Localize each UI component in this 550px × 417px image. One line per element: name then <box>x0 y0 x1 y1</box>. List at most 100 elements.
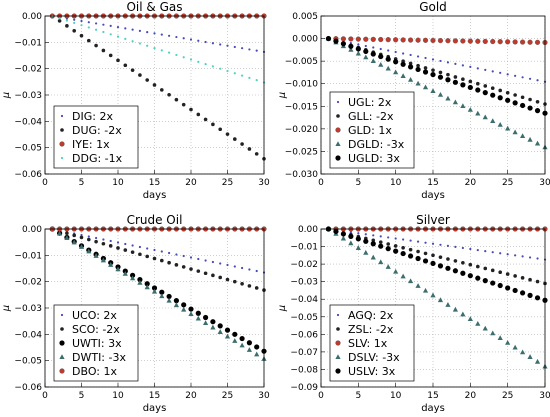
data-point <box>476 81 480 86</box>
x-tick-label: 10 <box>112 391 124 401</box>
data-point <box>93 253 99 258</box>
data-point <box>378 36 384 43</box>
data-point <box>505 285 511 291</box>
legend-label: UGLD: 3x <box>348 152 400 165</box>
y-tick-label: 0.000 <box>292 35 318 45</box>
panel-gold: 0 5 10 15 20 25 30 0.005 0.000 −0.005 −0.010 −0.015… <box>277 0 550 201</box>
legend-label: DSLV: -3x <box>348 351 400 364</box>
data-point <box>197 39 200 42</box>
data-point <box>528 97 532 102</box>
legend-marker <box>59 354 65 359</box>
data-point <box>469 65 472 68</box>
data-point <box>393 268 399 274</box>
x-tick-label: 0 <box>42 178 48 188</box>
data-point <box>64 235 70 240</box>
data-point <box>453 259 458 263</box>
data-point <box>325 35 332 42</box>
y-tick-label: −0.01 <box>290 243 318 253</box>
data-point <box>138 252 142 257</box>
y-tick-label: −0.05 <box>14 144 42 154</box>
data-point <box>355 46 361 52</box>
data-point <box>445 265 451 271</box>
plot-frame <box>320 228 546 388</box>
legend-label: DBO: 1x <box>72 365 117 378</box>
panel-silver: 0 5 10 15 20 25 30 0.00 −0.01 −0.02 −0.03 −0.04 −0.0… <box>277 213 550 414</box>
y-tick-label: −0.05 <box>14 357 42 367</box>
legend-marker <box>59 340 65 346</box>
data-point <box>203 320 209 326</box>
data-point <box>527 136 533 142</box>
series-dwti <box>49 226 267 361</box>
data-point <box>461 64 464 67</box>
data-point <box>408 278 414 284</box>
y-tick-label: −0.030 <box>285 170 319 180</box>
data-point <box>402 238 405 241</box>
data-point <box>116 26 120 29</box>
data-point <box>438 255 443 259</box>
data-point <box>210 319 216 325</box>
data-point <box>130 275 136 281</box>
y-tick-label: −0.03 <box>14 304 42 314</box>
data-point <box>80 19 83 23</box>
data-point <box>86 248 92 254</box>
data-point <box>130 250 135 254</box>
data-point <box>408 61 413 66</box>
data-point <box>340 231 346 237</box>
data-point <box>239 342 245 348</box>
y-axis-label: μ <box>277 92 288 99</box>
data-point <box>445 77 451 83</box>
data-point <box>385 56 391 62</box>
y-tick-label: −0.06 <box>14 170 42 180</box>
data-point <box>211 65 214 68</box>
y-tick-label: −0.08 <box>290 365 318 375</box>
data-point <box>475 38 481 44</box>
data-point <box>534 108 541 114</box>
data-point <box>175 35 178 39</box>
y-tick-label: −0.02 <box>290 260 318 270</box>
data-point <box>102 238 105 241</box>
data-point <box>160 49 163 52</box>
data-point <box>79 33 84 38</box>
data-point <box>144 284 150 290</box>
data-point <box>239 335 245 342</box>
data-point <box>181 265 186 269</box>
data-point <box>153 32 156 35</box>
data-point <box>195 315 201 321</box>
data-point <box>233 45 236 49</box>
data-point <box>203 314 209 321</box>
data-point <box>188 306 194 312</box>
data-point <box>124 37 127 41</box>
data-point <box>232 331 238 337</box>
data-point <box>109 239 112 243</box>
legend-marker <box>59 141 65 147</box>
y-tick-label: −0.02 <box>14 65 42 75</box>
data-point <box>173 298 179 304</box>
data-point <box>78 244 85 249</box>
x-tick-label: 5 <box>79 178 85 188</box>
x-tick-label: 15 <box>427 178 438 188</box>
data-point <box>71 239 77 245</box>
data-point <box>467 316 473 322</box>
data-point <box>146 44 149 47</box>
data-point <box>454 62 457 65</box>
x-tick-label: 30 <box>258 178 270 188</box>
data-point <box>372 46 375 49</box>
data-point <box>385 65 391 71</box>
legend-label: UCO: 2x <box>72 309 117 322</box>
data-point <box>422 37 429 43</box>
data-point <box>246 340 252 346</box>
data-point <box>527 105 533 111</box>
data-point <box>364 44 367 48</box>
x-tick-label: 0 <box>42 391 48 401</box>
data-point <box>499 71 502 74</box>
data-point <box>535 99 540 104</box>
data-point <box>348 43 354 49</box>
data-point <box>355 245 361 250</box>
data-point <box>255 79 258 82</box>
data-point <box>475 321 481 326</box>
chart-title: Oil & Gas <box>126 0 182 14</box>
data-point <box>363 238 369 244</box>
data-point <box>521 255 524 258</box>
data-point <box>145 78 149 82</box>
data-point <box>446 257 450 261</box>
